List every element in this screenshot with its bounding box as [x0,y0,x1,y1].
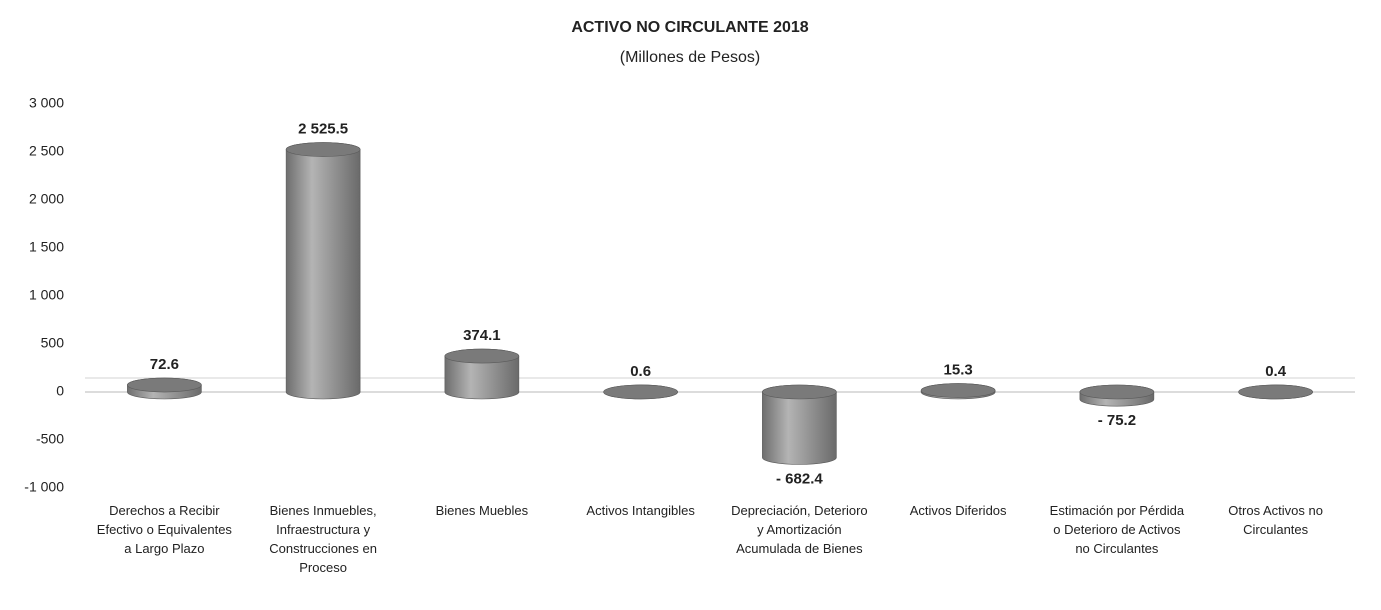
x-tick-label: Activos Diferidos [910,503,1007,518]
bar-top [1079,384,1155,400]
bar-top [603,384,678,400]
value-label: 2 525.5 [298,121,348,138]
y-tick-label: 3 000 [29,95,64,111]
value-label: 0.6 [630,363,651,380]
x-tick-label: Bienes Muebles [436,503,529,518]
x-tick-label: Derechos a Recibir Efectivo o Equivalente… [97,503,233,556]
bar-top [285,142,361,157]
value-label: 15.3 [944,361,973,378]
value-label: 374.1 [463,327,501,344]
value-label: 0.4 [1265,363,1287,380]
y-tick-label: -1 000 [24,479,64,495]
y-tick-label: 1 500 [29,239,64,255]
y-tick-label: -500 [36,431,64,447]
x-tick-label: Estimación por Pérdida o Deterioro de Act… [1050,503,1185,556]
value-label: - 75.2 [1098,412,1136,429]
bar-top [444,348,520,364]
y-tick-label: 2 000 [29,191,64,207]
chart-subtitle: (Millones de Pesos) [620,49,761,66]
bar-top [127,377,202,393]
value-label: - 682.4 [776,470,823,487]
bar [285,142,361,400]
bar-top [762,384,837,400]
bar-top [920,383,996,398]
value-label: 72.6 [150,356,179,373]
y-tick-label: 1 000 [29,287,64,303]
x-tick-label: Depreciación, Deterioro y Amortización Acu… [731,503,868,556]
x-tick-label: Bienes Inmuebles, Infraestructura y Constr… [269,503,377,575]
x-tick-label: Otros Activos no Circulantes [1228,503,1323,537]
x-tick-label: Activos Intangibles [586,503,695,518]
chart-title: ACTIVO NO CIRCULANTE 2018 [571,19,808,36]
y-tick-label: 2 500 [29,143,64,159]
bar-top [1238,384,1313,400]
y-tick-label: 500 [41,335,65,351]
y-tick-label: 0 [56,383,64,399]
